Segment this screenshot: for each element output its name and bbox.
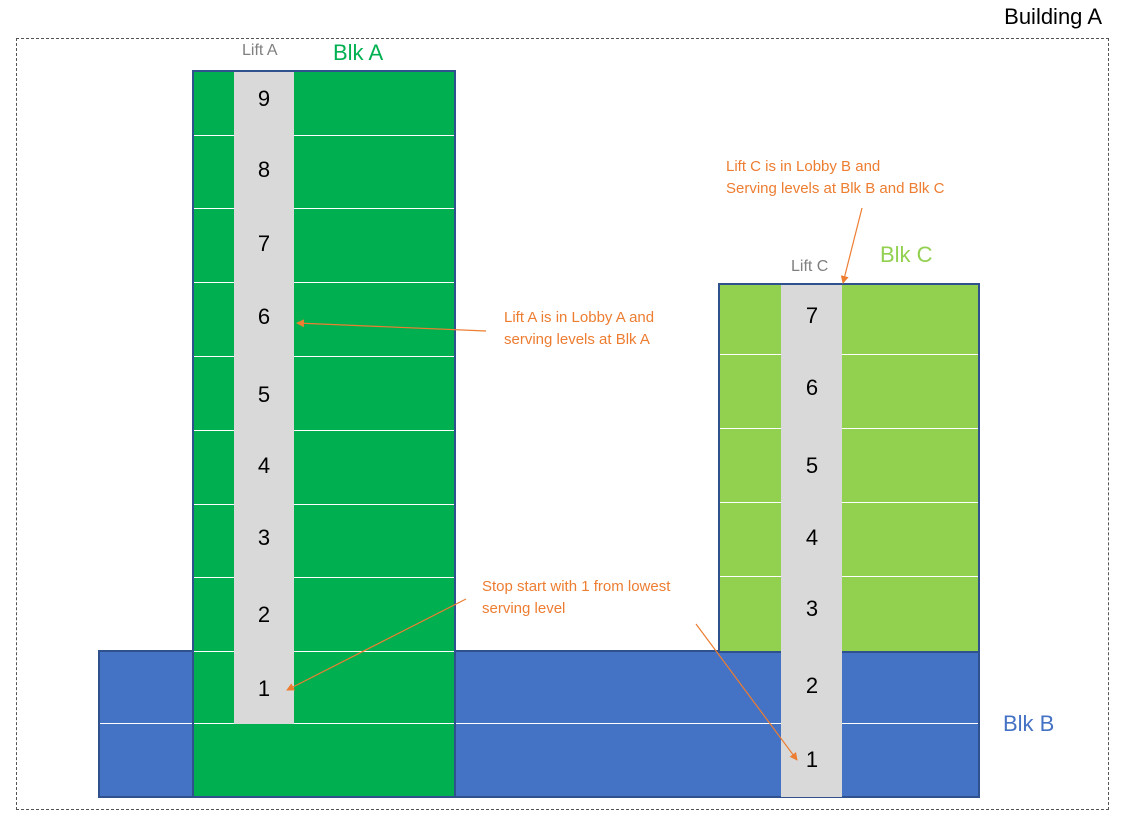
note-lift-a-line-1: Lift A is in Lobby A and xyxy=(504,309,655,326)
lift-a-floor-number: 8 xyxy=(257,157,271,182)
building-title: Building A xyxy=(1004,4,1102,29)
blk-c-floor-line xyxy=(720,354,978,355)
lift-c-floor-number: 2 xyxy=(805,673,819,698)
lift-a-floor-number: 3 xyxy=(257,525,271,550)
note-lift-a-line-2: serving levels at Blk A xyxy=(504,331,650,348)
lift-c-label: Lift C xyxy=(791,258,829,275)
blk-a-floor-line xyxy=(194,651,454,652)
note-lift-c: Lift C is in Lobby B and Serving levels … xyxy=(726,156,944,200)
building-frame xyxy=(16,38,1109,810)
blk-a-floor-line xyxy=(194,135,454,136)
note-stop-start: Stop start with 1 from lowest serving le… xyxy=(482,576,670,620)
note-stop-start-line-1: Stop start with 1 from lowest xyxy=(482,578,671,595)
blk-a-floor-line xyxy=(194,723,454,724)
lift-a-shaft xyxy=(234,72,294,724)
lift-c-floor-number: 6 xyxy=(805,375,819,400)
lift-c-floor-number: 7 xyxy=(805,303,819,328)
note-lift-c-line-2: Serving levels at Blk B and Blk C xyxy=(726,180,945,197)
block-c-label: Blk C xyxy=(880,242,933,267)
blk-a-floor-line xyxy=(194,430,454,431)
lift-a-floor-number: 5 xyxy=(257,382,271,407)
lift-a-label: Lift A xyxy=(242,42,278,59)
lift-a-floor-number: 7 xyxy=(257,231,271,256)
block-b-label: Blk B xyxy=(1003,711,1055,736)
blk-a-floor-line xyxy=(194,577,454,578)
lift-a-floor-number: 1 xyxy=(257,676,271,701)
lift-c-floor-number: 1 xyxy=(805,747,819,772)
lift-a-floor-number: 9 xyxy=(257,86,271,111)
blk-a-floor-line xyxy=(194,208,454,209)
lift-c-floor-number: 3 xyxy=(805,596,819,621)
blk-a-floor-line xyxy=(194,356,454,357)
blk-c-floor-line xyxy=(720,502,978,503)
lift-a-floor-number: 2 xyxy=(257,602,271,627)
note-lift-a: Lift A is in Lobby A and serving levels … xyxy=(504,307,654,351)
block-c xyxy=(718,283,980,653)
blk-a-floor-line xyxy=(194,504,454,505)
blk-c-floor-line xyxy=(720,576,978,577)
lift-a-floor-number: 6 xyxy=(257,304,271,329)
lift-c-floor-number: 4 xyxy=(805,525,819,550)
note-lift-c-line-1: Lift C is in Lobby B and xyxy=(726,158,881,175)
note-stop-start-line-2: serving level xyxy=(482,600,566,617)
blk-c-floor-line xyxy=(720,428,978,429)
blk-a-floor-line xyxy=(194,282,454,283)
lift-a-floor-number: 4 xyxy=(257,453,271,478)
blk-b-floor-line xyxy=(100,723,978,724)
lift-c-floor-number: 5 xyxy=(805,453,819,478)
block-a xyxy=(192,70,456,798)
block-a-label: Blk A xyxy=(333,40,384,65)
